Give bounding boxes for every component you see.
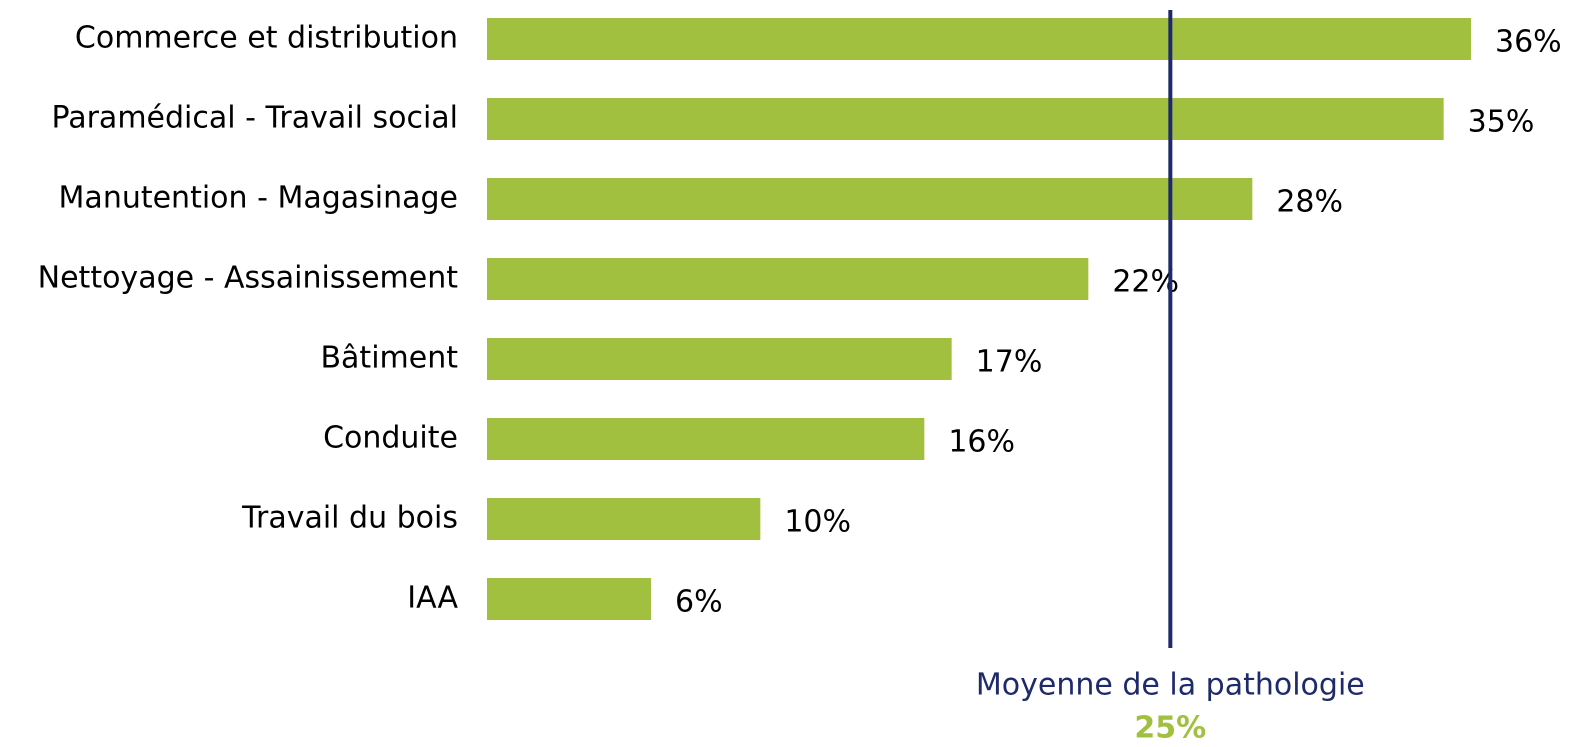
bar	[487, 178, 1253, 220]
category-label: Travail du bois	[241, 501, 458, 536]
category-label: Nettoyage - Assainissement	[38, 261, 459, 296]
bar	[487, 578, 651, 620]
value-label: 22%	[1112, 265, 1179, 300]
value-label: 6%	[675, 585, 723, 620]
bar	[487, 418, 925, 460]
category-label: Paramédical - Travail social	[51, 101, 458, 136]
value-label: 10%	[784, 505, 851, 540]
category-label: Bâtiment	[320, 341, 458, 376]
bar	[487, 18, 1471, 60]
reference-value: 25%	[1134, 711, 1206, 746]
value-label: 28%	[1276, 185, 1343, 220]
value-label: 35%	[1468, 105, 1535, 140]
value-label: 17%	[976, 345, 1043, 380]
bar	[487, 98, 1444, 140]
category-label: IAA	[407, 581, 458, 616]
bar	[487, 258, 1089, 300]
bar	[487, 338, 952, 380]
category-label: Commerce et distribution	[75, 21, 458, 56]
value-label: 36%	[1495, 25, 1562, 60]
bar	[487, 498, 761, 540]
value-label: 16%	[948, 425, 1015, 460]
reference-name: Moyenne de la pathologie	[976, 668, 1365, 703]
category-label: Manutention - Magasinage	[59, 181, 458, 216]
category-label: Conduite	[323, 421, 458, 456]
